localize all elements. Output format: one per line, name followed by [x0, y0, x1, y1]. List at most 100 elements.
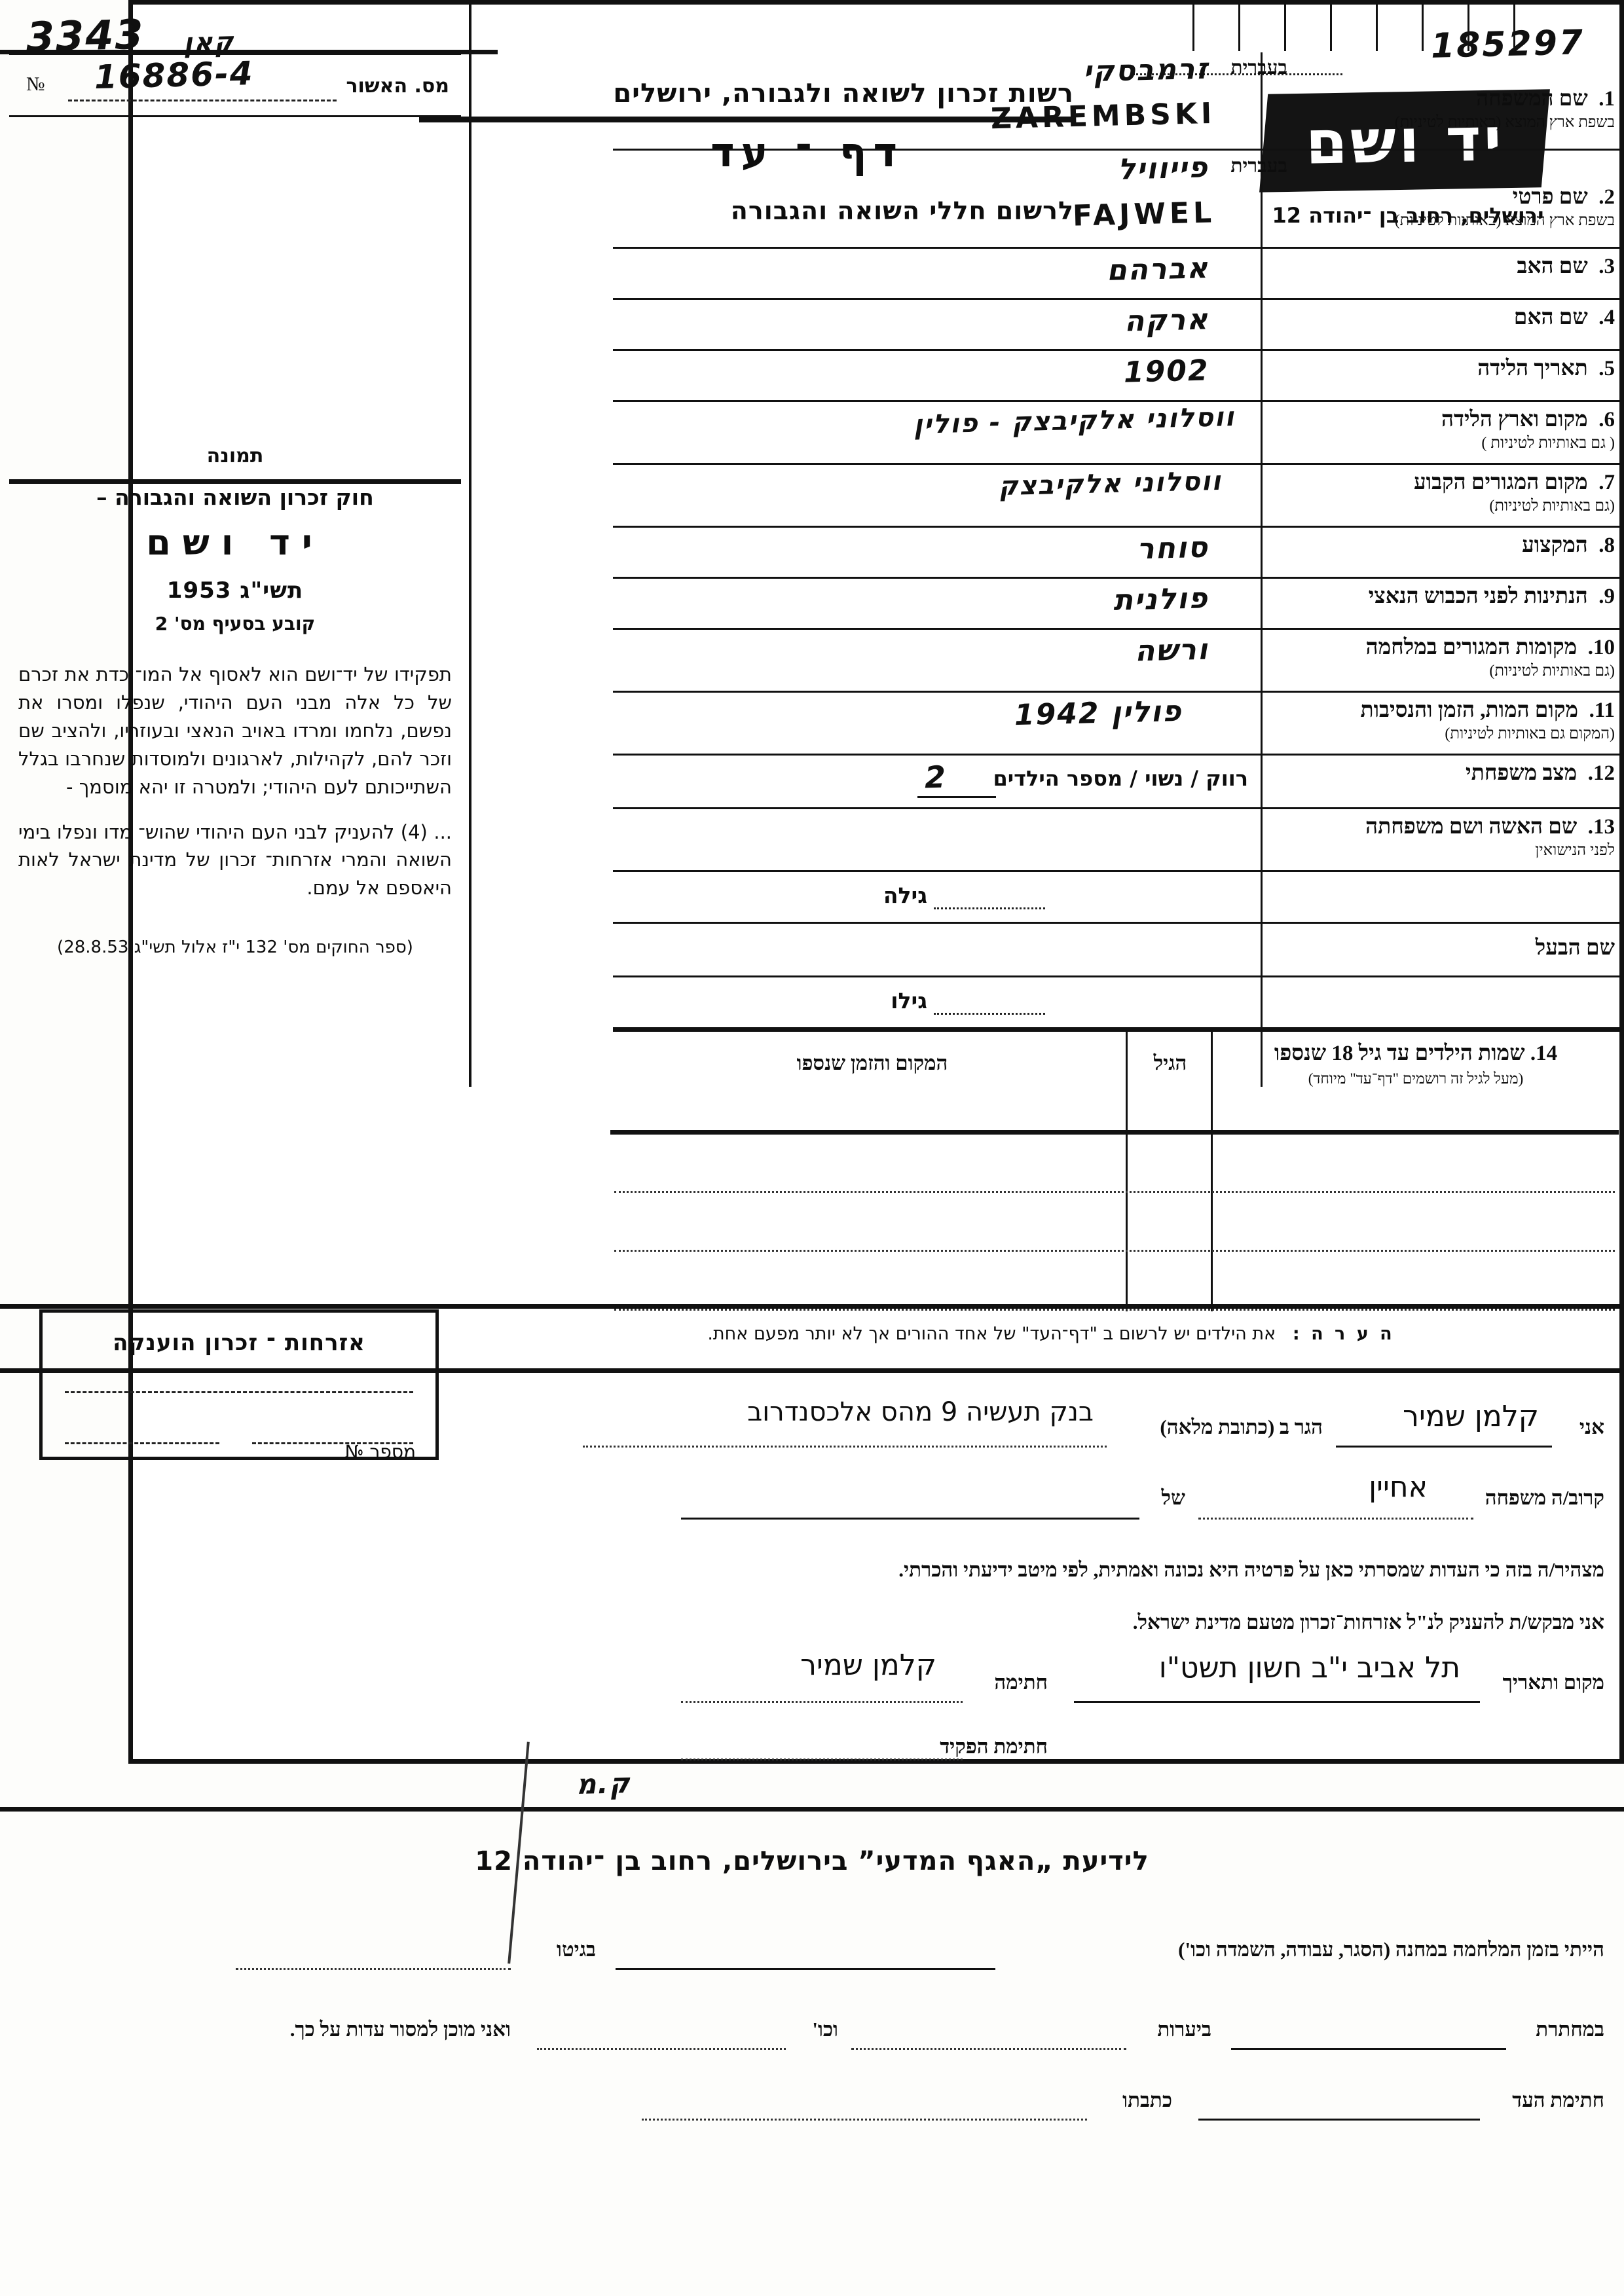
subject-name-rule[interactable]	[681, 1518, 1139, 1520]
field-number: 10.	[1587, 636, 1615, 659]
page-subtitle: לרשום חללי השואה והגבורה	[730, 196, 1074, 225]
field-label: 12. מצב משפחתי	[1274, 761, 1615, 786]
column-divider	[1126, 1135, 1128, 1311]
etc-label: וכו'	[812, 2018, 838, 2041]
field-label: 3. שם האב	[1274, 254, 1615, 280]
citizenship-blank-line[interactable]	[252, 1442, 413, 1444]
field-value[interactable]: 1902	[626, 351, 1255, 400]
field-label-text: שם פרטי	[1512, 185, 1588, 209]
ghetto-answer-rule[interactable]	[236, 1968, 511, 1970]
value-hebrew-handwritten: זרמבסקי	[1082, 52, 1209, 89]
field-value[interactable]: ארקה	[626, 300, 1255, 349]
value-handwritten: 1902	[1122, 354, 1209, 390]
bottom-section-title: לידיעת „האגף המדעי” בירושלים, רחוב בן ־י…	[475, 1846, 1149, 1876]
field-number: 9.	[1598, 585, 1615, 608]
field-value[interactable]	[626, 924, 1255, 975]
field-row-birth-place: 6. מקום וארץ הלידה ( גם באותיות לטיניות …	[613, 402, 1621, 465]
photo-placeholder: תמונה	[9, 113, 461, 479]
official-initials-handwritten: ק.מ	[576, 1766, 631, 1801]
field-label: 6. מקום וארץ הלידה ( גם באותיות לטיניות …	[1274, 407, 1615, 452]
field-number: 5.	[1598, 357, 1615, 380]
field-value[interactable]: ווסלוני אלקיבצק	[626, 465, 1255, 526]
column-divider	[1211, 1032, 1213, 1130]
camp-answer-rule[interactable]	[616, 1968, 995, 1970]
underground-rule[interactable]	[1231, 2048, 1506, 2050]
table-row[interactable]	[614, 1191, 1615, 1193]
field-value[interactable]: פולנית	[626, 579, 1255, 628]
witness-block: חתימת העד כתבתו	[0, 2075, 1624, 2154]
children-place-header: המקום והזמן שנספו	[796, 1051, 948, 1074]
field-value[interactable]: פייוויל FAJWEL	[626, 151, 1255, 247]
field-label: 8. המקצוע	[1274, 533, 1615, 558]
wife-age-blank[interactable]	[934, 907, 1045, 909]
field-label: בעברית 1. שם המשפחה בשפת ארץ המוצא (באות…	[1230, 57, 1615, 132]
field-label: 7. מקום המגורים הקבוע (גם באותיות לטיניו…	[1274, 470, 1615, 515]
field-value[interactable]	[626, 809, 1255, 870]
field-value[interactable]: זרמבסקי ZAREMBSKI	[626, 52, 1255, 149]
table-row[interactable]	[614, 1250, 1615, 1252]
witness-signature-rule[interactable]	[1198, 2119, 1480, 2121]
citizenship-blank-line[interactable]	[65, 1442, 219, 1444]
field-label: 9. הנתינות לפני הכבוש הנאצי	[1274, 584, 1615, 610]
field-number: 12.	[1587, 761, 1615, 785]
witness-signature-label: חתימת העד	[1512, 2088, 1604, 2111]
husband-age-blank[interactable]	[934, 1013, 1045, 1015]
value-hebrew-handwritten: פייוויל	[1117, 151, 1209, 187]
place-date-label: מקום ותאריך	[1502, 1671, 1604, 1694]
bottom-top-rule	[0, 1807, 1624, 1812]
field-number: 7.	[1598, 471, 1615, 494]
field-value[interactable]: רווק / נשוי / מספר הילדים 2	[626, 756, 1255, 807]
etc-rule[interactable]	[537, 2048, 786, 2050]
field-label-text: שמות הילדים עד גיל 18 שנספו	[1274, 1042, 1525, 1065]
of-label: של	[1161, 1486, 1185, 1509]
value-latin-handwritten: FAJWEL	[1072, 196, 1216, 233]
witness-address-rule[interactable]	[642, 2119, 1087, 2121]
field-sublabel: ( גם באותיות לטיניות )	[1481, 434, 1615, 452]
declaration-block: אני קלמן שמיר הגר ב (כתובת מלאה) בנק תעש…	[0, 1368, 1624, 1760]
field-sublabel: לפני הנישואין	[1535, 841, 1615, 859]
field-number: 4.	[1598, 306, 1615, 329]
field-sublabel: (מעל לגיל זה רושמים "דף־עד" מיוחד)	[1308, 1070, 1524, 1087]
logo-dotted-line	[1133, 73, 1342, 75]
field-number: 3.	[1598, 255, 1615, 278]
page-title: דף ־ עד	[710, 128, 904, 176]
place-date-rule	[1074, 1701, 1480, 1703]
field-value[interactable]: פולין 1942	[626, 693, 1255, 754]
declarant-address-rule	[583, 1446, 1107, 1448]
field-row-first-name: בעברית 2. שם פרטי בשפת ארץ המוצא (באותיו…	[613, 151, 1621, 249]
children-count-handwritten: 2	[924, 759, 948, 795]
table-row[interactable]	[614, 1309, 1615, 1311]
note-bottom-rule	[0, 1368, 1624, 1373]
bottom-block: לידיעת „האגף המדעי” בירושלים, רחוב בן ־י…	[0, 1807, 1624, 2075]
citizenship-blank-line[interactable]	[65, 1391, 413, 1393]
value-hebrew-handwritten: אברהם	[1106, 251, 1209, 287]
comb-cell	[1561, 0, 1624, 51]
children-age-header: הגיל	[1153, 1051, 1187, 1074]
field-sublabel: (המקום גם באותיות לטיניות)	[1445, 725, 1615, 742]
official-signature-rule[interactable]	[681, 1758, 963, 1760]
field-value[interactable]: אברהם	[626, 249, 1255, 298]
children-names-header: 14. שמות הילדים עד גיל 18 שנספו (מעל לגי…	[1213, 1041, 1619, 1087]
left-pane: מס. האשור № 16886-4 תמונה חוק זכרון השוא…	[0, 0, 469, 1463]
field-label: 13. שם האשה ושם משפחתה לפני הנישואין	[1274, 814, 1615, 860]
field-row-wife-age: גילה	[613, 872, 1621, 924]
field-value[interactable]: ווסלוני אלקיבצק - פולין	[626, 402, 1255, 463]
citizenship-number-label: מספר №	[344, 1441, 416, 1463]
value-hebrew-handwritten: ווסלוני אלקיבצק - פולין	[913, 402, 1236, 440]
note-line: ה ע ר ה : את הילדים יש לרשום ב "דף־העד" …	[498, 1324, 1604, 1344]
law-text-block: חוק זכרון השואה והגבורה – יד ושם תשי"ג 1…	[9, 484, 461, 957]
testimony-fields: בעברית 1. שם המשפחה בשפת ארץ המוצא (באות…	[610, 52, 1621, 1311]
organisation-address: ירושלים, רחוב בן ־יהודה 12	[1272, 203, 1544, 228]
signature-label: חתימה	[994, 1671, 1048, 1694]
field-value[interactable]: סוחר	[626, 528, 1255, 577]
comb-cell	[1513, 0, 1561, 51]
signature-rule	[681, 1701, 963, 1703]
forests-rule[interactable]	[851, 2048, 1126, 2050]
field-label-text: המקצוע	[1522, 534, 1588, 557]
field-hebrew-note: בעברית	[1230, 57, 1287, 79]
field-value[interactable]: ורשה	[626, 630, 1255, 691]
declaration-paragraph-1: מצהיר/ה בזה כי העדות שמסרתי כאן על פרטיה…	[898, 1558, 1604, 1581]
value-hebrew-handwritten: ורשה	[1134, 632, 1209, 668]
value-latin-handwritten: ZAREMBSKI	[990, 96, 1216, 136]
